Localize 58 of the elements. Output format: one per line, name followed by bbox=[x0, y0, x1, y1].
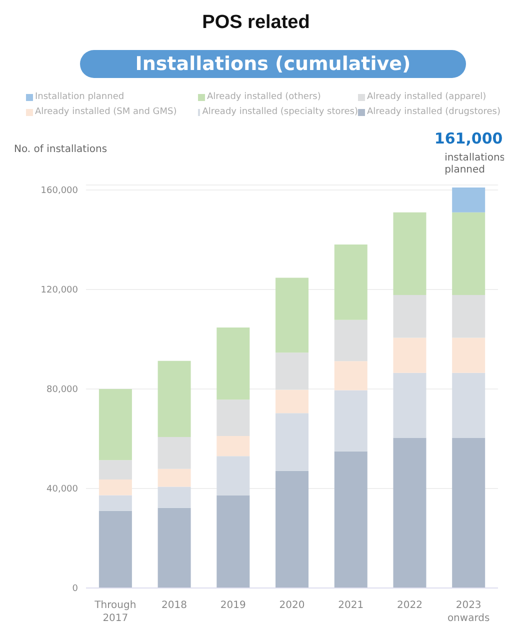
legend-label: Already installed (drugstores) bbox=[366, 107, 502, 117]
bar bbox=[276, 413, 309, 471]
chart-title: POS related bbox=[201, 12, 311, 34]
bar bbox=[452, 438, 486, 588]
legend-label: Already installed (SM and GMS) bbox=[34, 107, 178, 117]
bar bbox=[334, 320, 368, 362]
legend-label: Already installed (others) bbox=[206, 92, 322, 102]
bar bbox=[276, 390, 309, 414]
bar bbox=[276, 352, 309, 390]
bar bbox=[216, 436, 250, 456]
bar bbox=[216, 495, 250, 588]
bar bbox=[158, 360, 191, 437]
bar bbox=[158, 437, 191, 469]
bar bbox=[452, 372, 486, 438]
y-tick-label: 120,000 bbox=[40, 286, 78, 296]
bar bbox=[216, 400, 250, 436]
y-tick-label: 80,000 bbox=[46, 385, 78, 396]
bar bbox=[276, 278, 309, 353]
bar bbox=[98, 388, 132, 460]
bar bbox=[334, 390, 368, 452]
bar bbox=[334, 244, 368, 320]
bar bbox=[276, 470, 309, 588]
bar bbox=[452, 294, 486, 338]
bar bbox=[393, 372, 426, 438]
y-axis-title: No. of installations bbox=[14, 144, 108, 155]
x-tick-label: 2021 bbox=[338, 600, 364, 611]
x-tick-label: 2022 bbox=[396, 600, 422, 611]
bar bbox=[393, 438, 426, 588]
bar bbox=[158, 468, 191, 487]
y-tick-label: 40,000 bbox=[46, 484, 78, 495]
bar bbox=[334, 361, 368, 390]
annotation: 161,000 bbox=[434, 129, 503, 148]
x-tick-label: 2018 bbox=[162, 600, 188, 611]
bar bbox=[393, 338, 426, 373]
legend-label: Already installed (apparel) bbox=[366, 92, 488, 102]
y-tick-label: 0 bbox=[72, 584, 78, 594]
legend-label: Already installed (specialty stores) bbox=[201, 107, 358, 117]
chart-subtitle: Installations (cumulative) bbox=[80, 50, 466, 78]
bar bbox=[334, 451, 368, 588]
x-tick-label: Through 2017 bbox=[94, 600, 136, 624]
x-tick-label: 2023 onwards bbox=[447, 600, 490, 624]
legend-label: Installation planned bbox=[34, 92, 126, 102]
bar bbox=[393, 294, 426, 338]
bar bbox=[452, 338, 486, 373]
bar bbox=[452, 187, 486, 212]
bar bbox=[393, 212, 426, 295]
x-tick-label: 2019 bbox=[220, 600, 246, 611]
bar bbox=[216, 328, 250, 400]
bar bbox=[452, 212, 486, 295]
bar bbox=[158, 486, 191, 508]
y-tick-label: 160,000 bbox=[40, 186, 78, 196]
bar bbox=[98, 510, 132, 588]
x-tick-label: 2020 bbox=[279, 600, 305, 611]
bar bbox=[98, 480, 132, 496]
bar bbox=[216, 456, 250, 496]
bar bbox=[158, 508, 191, 588]
bar bbox=[98, 495, 132, 511]
bar bbox=[98, 460, 132, 480]
